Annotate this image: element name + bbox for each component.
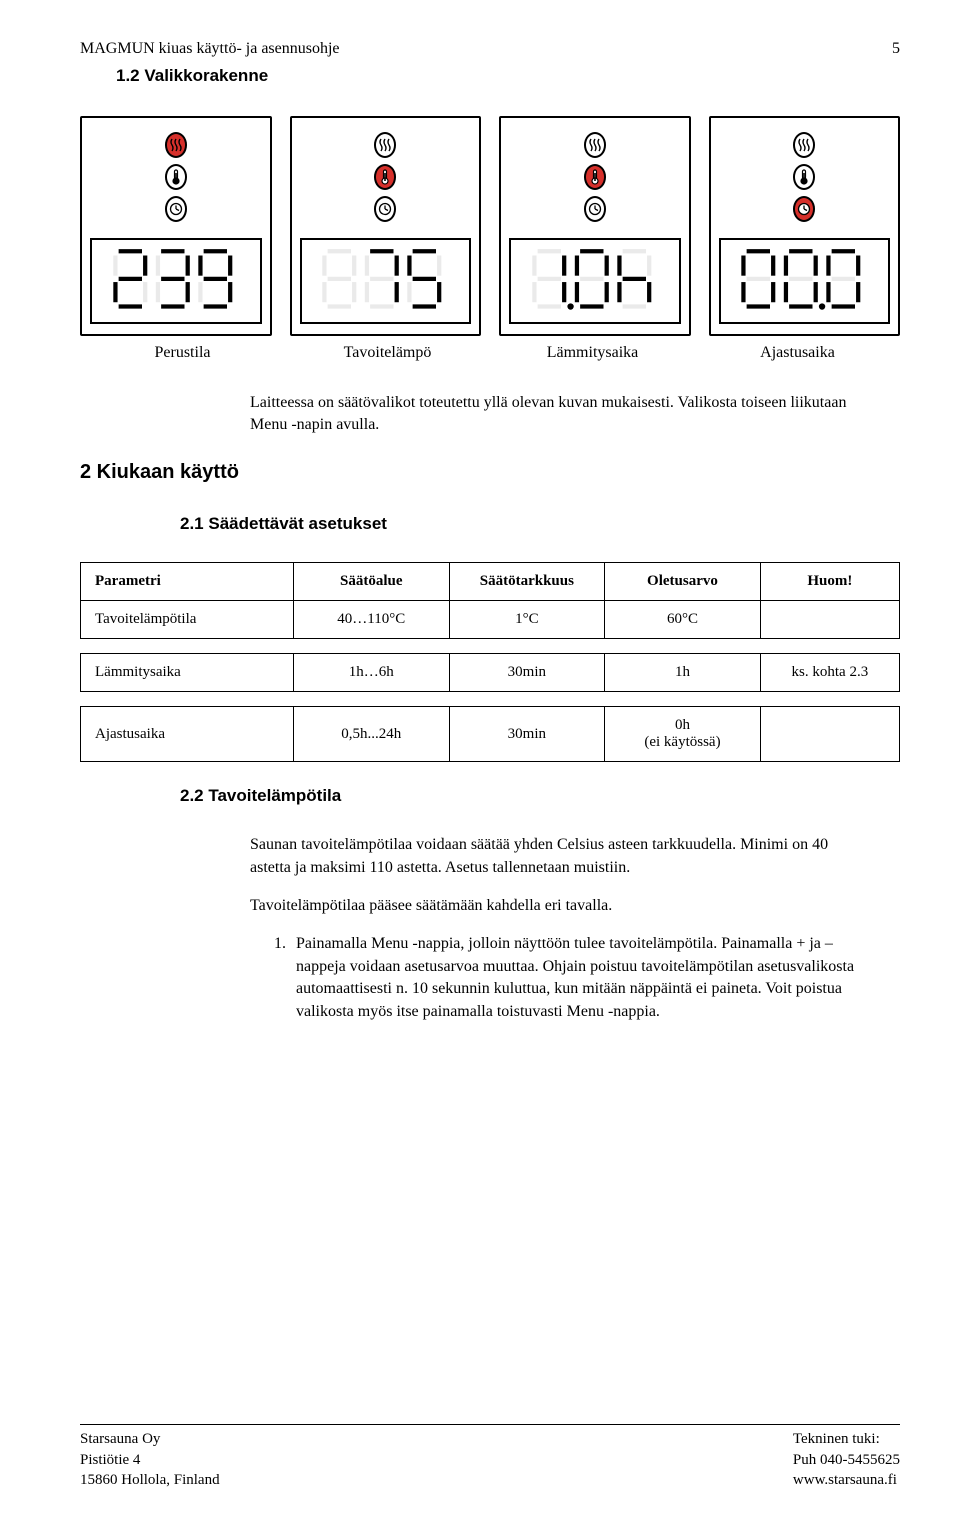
doc-title: MAGMUN kiuas käyttö- ja asennusohje: [80, 40, 340, 58]
table-cell: 30min: [449, 654, 605, 692]
table-cell: 40…110°C: [293, 601, 449, 639]
clock-icon: [584, 196, 606, 222]
paragraph-2: Tavoitelämpötilaa pääsee säätämään kahde…: [250, 895, 860, 917]
display-panel: [290, 116, 482, 336]
table-cell: 1°C: [449, 601, 605, 639]
table-cell: 0,5h...24h: [293, 707, 449, 762]
table-cell: 1h…6h: [293, 654, 449, 692]
table-header: Huom!: [760, 563, 899, 601]
footer-left: Starsauna OyPistiötie 415860 Hollola, Fi…: [80, 1429, 220, 1490]
table-cell: Lämmitysaika: [81, 654, 294, 692]
display-panel: [499, 116, 691, 336]
footer-line: Starsauna Oy: [80, 1429, 220, 1449]
clock-icon: [374, 196, 396, 222]
clock-icon: [165, 196, 187, 222]
footer-line: Tekninen tuki:: [793, 1429, 900, 1449]
seven-segment-display: [509, 238, 681, 324]
display-panels-row: [80, 116, 900, 336]
display-panel: [80, 116, 272, 336]
table-header: Parametri: [81, 563, 294, 601]
seven-segment-display: [90, 238, 262, 324]
table-cell: Ajastusaika: [81, 707, 294, 762]
table-cell: 60°C: [605, 601, 761, 639]
heat-icon: [165, 132, 187, 158]
params-table-1: ParametriSäätöalueSäätötarkkuusOletusarv…: [80, 562, 900, 639]
thermometer-icon: [793, 164, 815, 190]
table-cell: [760, 601, 899, 639]
display-panel: [709, 116, 901, 336]
table-cell: 0h (ei käytössä): [605, 707, 761, 762]
page-footer: Starsauna OyPistiötie 415860 Hollola, Fi…: [80, 1424, 900, 1490]
thermometer-icon: [584, 164, 606, 190]
params-table-2: Lämmitysaika1h…6h30min1hks. kohta 2.3: [80, 653, 900, 692]
panel-label: Ajastusaika: [695, 344, 900, 362]
seven-segment-display: [719, 238, 891, 324]
heat-icon: [584, 132, 606, 158]
panel-label: Perustila: [80, 344, 285, 362]
thermometer-icon: [165, 164, 187, 190]
table-cell: 1h: [605, 654, 761, 692]
footer-line: Puh 040-5455625: [793, 1450, 900, 1470]
footer-line: Pistiötie 4: [80, 1450, 220, 1470]
heat-icon: [793, 132, 815, 158]
heat-icon: [374, 132, 396, 158]
table-header: Säätötarkkuus: [449, 563, 605, 601]
table-header: Oletusarvo: [605, 563, 761, 601]
clock-icon: [793, 196, 815, 222]
panel-label: Lämmitysaika: [490, 344, 695, 362]
list-item-1: Painamalla Menu -nappia, jolloin näyttöö…: [290, 933, 860, 1023]
thermometer-icon: [374, 164, 396, 190]
table-cell: ks. kohta 2.3: [760, 654, 899, 692]
page-number: 5: [892, 40, 900, 58]
section-2-heading: 2 Kiukaan käyttö: [80, 461, 900, 484]
params-table-3: Ajastusaika0,5h...24h30min0h (ei käytöss…: [80, 706, 900, 762]
seven-segment-display: [300, 238, 472, 324]
section-2-1-heading: 2.1 Säädettävät asetukset: [180, 514, 900, 534]
panel-labels-row: PerustilaTavoitelämpöLämmitysaikaAjastus…: [80, 344, 900, 362]
footer-line: 15860 Hollola, Finland: [80, 1470, 220, 1490]
numbered-list: Painamalla Menu -nappia, jolloin näyttöö…: [290, 933, 860, 1023]
page-header: MAGMUN kiuas käyttö- ja asennusohje 5: [80, 40, 900, 58]
footer-right: Tekninen tuki:Puh 040-5455625www.starsau…: [793, 1429, 900, 1490]
paragraph-1: Saunan tavoitelämpötilaa voidaan säätää …: [250, 834, 860, 879]
intro-paragraph: Laitteessa on säätövalikot toteutettu yl…: [250, 392, 860, 435]
panel-label: Tavoitelämpö: [285, 344, 490, 362]
table-header: Säätöalue: [293, 563, 449, 601]
section-2-2-heading: 2.2 Tavoitelämpötila: [180, 786, 900, 806]
table-cell: 30min: [449, 707, 605, 762]
table-cell: [760, 707, 899, 762]
section-1-2-heading: 1.2 Valikkorakenne: [116, 66, 900, 86]
table-cell: Tavoitelämpötila: [81, 601, 294, 639]
footer-line: www.starsauna.fi: [793, 1470, 900, 1490]
